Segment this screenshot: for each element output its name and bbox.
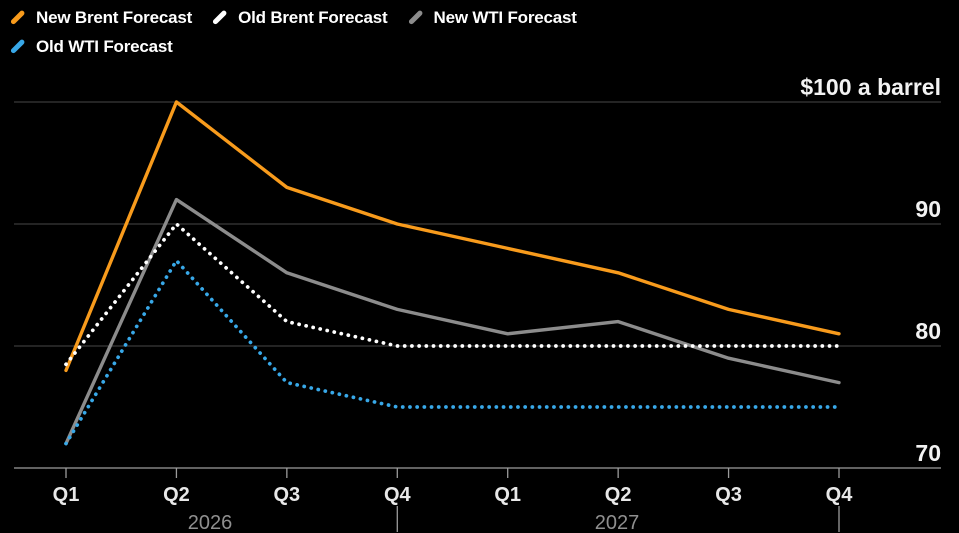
legend-label-new-brent-forecast: New Brent Forecast <box>36 7 193 27</box>
x-tick-label-q2-1: Q2 <box>163 484 190 506</box>
x-tick-label-q4-7: Q4 <box>826 484 854 506</box>
series-line-old-wti-forecast <box>64 258 841 446</box>
series-line-old-brent-forecast <box>64 222 841 367</box>
year-label-2027: 2027 <box>595 512 640 533</box>
y-tick-label-80: 80 <box>915 318 941 344</box>
x-tick-label-q4-3: Q4 <box>384 484 412 506</box>
x-tick-label-q1-0: Q1 <box>53 484 80 506</box>
legend-slash-icon-new-brent-forecast <box>9 9 26 26</box>
chart-legend: New Brent Forecast Old Brent Forecast New … <box>8 3 648 61</box>
x-tick-label-q1-4: Q1 <box>494 484 521 506</box>
y-tick-label-70: 70 <box>915 440 941 466</box>
x-tick-label-q3-2: Q3 <box>274 484 301 506</box>
legend-item-new-wti-forecast: New WTI Forecast <box>406 3 577 32</box>
y-axis-unit-label: $100 a barrel <box>800 74 941 100</box>
legend-item-new-brent-forecast: New Brent Forecast <box>8 3 192 32</box>
y-tick-label-90: 90 <box>915 196 941 222</box>
series-line-new-wti-forecast <box>64 197 841 446</box>
year-label-2026: 2026 <box>188 512 233 533</box>
legend-label-old-brent-forecast: Old Brent Forecast <box>238 7 388 27</box>
legend-slash-icon-old-wti-forecast <box>9 38 26 55</box>
legend-item-old-wti-forecast: Old WTI Forecast <box>8 32 173 61</box>
legend-slash-icon-new-wti-forecast <box>407 9 423 26</box>
legend-item-old-brent-forecast: Old Brent Forecast <box>210 3 388 32</box>
legend-slash-icon-old-brent-forecast <box>211 9 228 26</box>
x-tick-label-q3-6: Q3 <box>715 484 742 506</box>
legend-label-old-wti-forecast: Old WTI Forecast <box>36 36 173 56</box>
x-tick-label-q2-5: Q2 <box>605 484 632 506</box>
series-line-new-brent-forecast <box>64 100 841 373</box>
legend-label-new-wti-forecast: New WTI Forecast <box>433 7 577 27</box>
